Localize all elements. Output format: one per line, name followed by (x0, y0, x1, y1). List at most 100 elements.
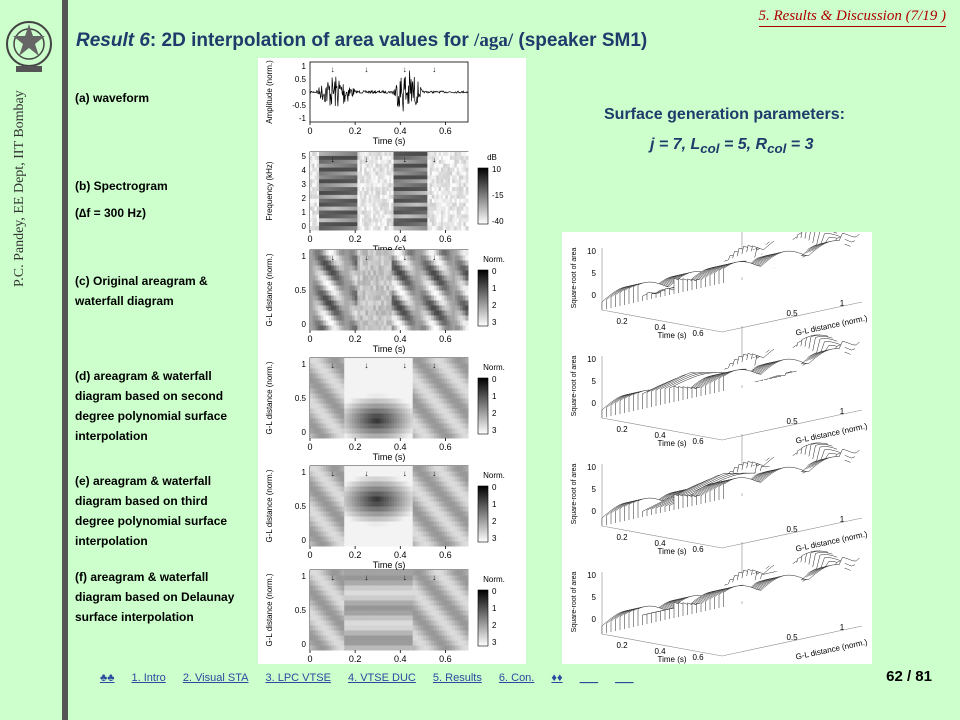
spectrogram-cell (395, 183, 399, 188)
areagram-cell (360, 590, 364, 596)
spectrogram-cell (359, 171, 363, 176)
spectrogram-cell (319, 214, 322, 219)
areagram-cell (399, 620, 403, 626)
spectrogram-cell (352, 183, 356, 188)
areagram-cell (331, 388, 335, 394)
areagram-cell (389, 383, 393, 389)
areagram-cell (312, 585, 316, 591)
spectrogram-cell (370, 159, 374, 165)
spectrogram-cell (330, 202, 334, 208)
areagram-cell (336, 388, 340, 394)
spectrogram-cell (366, 152, 370, 157)
spectrogram-cell (400, 214, 404, 219)
spectrogram-cell (352, 163, 356, 169)
areagram-cell (333, 541, 337, 547)
areagram-cell (457, 471, 461, 477)
spectrogram-cell (463, 179, 467, 184)
areagram-cell (460, 481, 464, 487)
areagram-cell (402, 531, 406, 537)
areagram-cell (373, 615, 377, 621)
areagram-cell (383, 496, 387, 502)
spectrogram-cell (398, 222, 401, 227)
db-colorbar (477, 167, 489, 225)
spectrogram-cell (458, 210, 462, 215)
spectrogram-cell (436, 218, 440, 223)
spectrogram-cell (420, 218, 424, 223)
areagram-cell (399, 373, 403, 379)
areagram-cell (454, 413, 458, 419)
spectrogram-cell (443, 171, 446, 176)
areagram-cell (320, 481, 324, 487)
areagram-cell (333, 393, 337, 399)
spectrogram-cell (411, 152, 415, 157)
spectrogram-cell (391, 152, 395, 157)
areagram-cell (341, 368, 345, 374)
spectrogram-cell (413, 206, 417, 211)
areagram-cell (320, 635, 324, 641)
spectrogram-cell (418, 210, 422, 215)
areagram-cell (410, 491, 414, 497)
section-header-link[interactable]: 5. Results & Discussion (7/19 ) (758, 8, 946, 27)
areagram-cell (457, 260, 461, 266)
areagram-cell (333, 481, 337, 487)
areagram-cell (315, 570, 319, 576)
spectrogram-cell (461, 163, 464, 169)
spectrogram-cell (456, 187, 460, 192)
areagram-cell (328, 280, 332, 286)
areagram-cell (336, 378, 340, 384)
spectrogram-cell (375, 194, 379, 200)
areagram-cell (465, 433, 469, 439)
areagram-cell (315, 378, 319, 384)
areagram-cell (396, 615, 401, 621)
spectrogram-cell (316, 152, 320, 157)
areagram-cell (346, 575, 350, 581)
areagram-cell (402, 486, 406, 492)
areagram-cell (431, 290, 435, 296)
spectrogram-cell (373, 187, 376, 192)
spectrogram-cell (355, 198, 358, 204)
areagram-cell (344, 620, 348, 626)
areagram-cell (402, 418, 406, 424)
areagram-cell (344, 511, 348, 517)
spectrogram-cell (321, 175, 325, 180)
areagram-cell (325, 255, 329, 261)
spectrogram-cell (325, 191, 329, 196)
spectrogram-cell (357, 179, 361, 184)
areagram-cell (310, 325, 314, 331)
areagram-cell (357, 358, 361, 364)
spectrogram-cell (431, 155, 435, 161)
areagram-cell (344, 531, 348, 537)
areagram-cell (317, 413, 322, 419)
spectrogram-cell (458, 163, 462, 169)
areagram-cell (428, 300, 432, 306)
spectrogram-cell (373, 179, 376, 184)
areagram-cell (436, 408, 440, 414)
spectrogram-cell (407, 202, 410, 208)
areagram-cell (402, 428, 406, 434)
spectrogram-cell (407, 155, 410, 161)
areagram-cell (433, 265, 437, 271)
areagram-cell (391, 255, 395, 261)
areagram-cell (331, 580, 335, 586)
areagram-cell (310, 625, 314, 631)
areagram-cell (462, 368, 466, 374)
areagram-cell (370, 506, 374, 512)
areagram-cell (441, 378, 445, 384)
spectrogram-cell (438, 175, 442, 180)
areagram-cell (310, 605, 314, 611)
areagram-cell (357, 466, 361, 472)
areagram-cell (460, 418, 464, 424)
areagram-cell (412, 373, 416, 379)
areagram-cell (328, 255, 332, 261)
spectrogram-cell (368, 218, 372, 223)
areagram-cell (402, 320, 406, 326)
areagram-cell (449, 491, 453, 497)
areagram-cell (344, 403, 348, 409)
areagram-cell (333, 640, 337, 646)
areagram-cell (383, 398, 387, 404)
areagram-cell (454, 511, 458, 517)
spectrogram-cell (355, 206, 358, 211)
areagram-cell (404, 260, 408, 266)
areagram-cell (331, 536, 335, 542)
areagram-cell (425, 428, 429, 434)
